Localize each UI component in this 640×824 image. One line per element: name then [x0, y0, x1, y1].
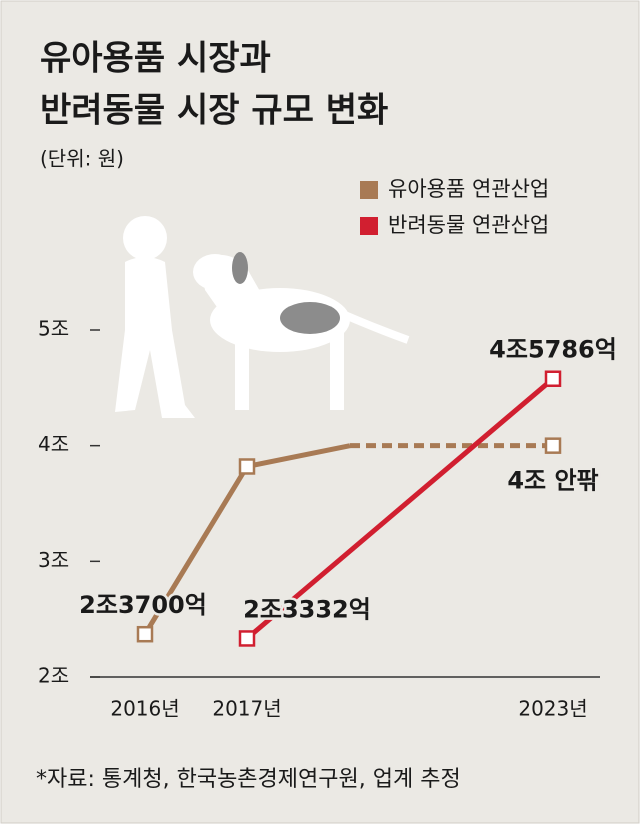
y-tick-label: 4조 — [38, 432, 69, 456]
line — [245, 376, 555, 641]
point — [238, 458, 256, 475]
y-tick-label: 2조 — [38, 664, 69, 688]
x-tick-label: 2017년 — [212, 697, 281, 721]
x-tick-label: 2016년 — [110, 697, 179, 721]
value-label: 4조5786억 — [489, 336, 617, 364]
point — [238, 630, 256, 647]
point — [136, 625, 154, 643]
y-tick-label: 3조 — [38, 548, 69, 572]
x-tick-label: 2023년 — [518, 697, 587, 721]
legend-swatch — [360, 181, 378, 199]
chart-title: 반려동물 시장 규모 변화 — [40, 91, 388, 131]
chart-title: 유아용품 시장과 — [40, 39, 271, 79]
value-label: 2조3700억 — [79, 591, 207, 619]
legend-swatch — [360, 217, 378, 235]
source: *자료: 통계청, 한국농촌경제연구원, 업계 추정 — [36, 767, 461, 792]
point — [544, 437, 562, 454]
legend-label: 유아용품 연관산업 — [388, 177, 549, 201]
illustration — [115, 216, 410, 418]
value-label: 4조 안팎 — [507, 467, 598, 495]
point — [544, 370, 562, 387]
value-label: 2조3332억 — [243, 595, 371, 623]
y-tick-label: 5조 — [38, 317, 69, 341]
legend-label: 반려동물 연관산업 — [388, 213, 549, 237]
subtitle: (단위: 원) — [40, 147, 124, 171]
